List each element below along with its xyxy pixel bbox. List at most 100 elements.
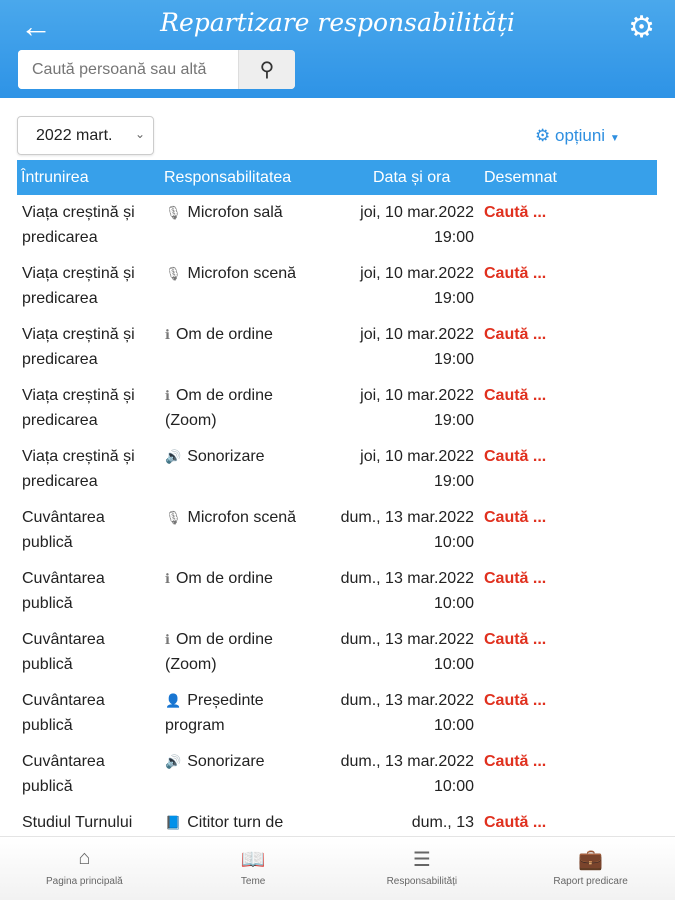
back-arrow-icon[interactable]: ← xyxy=(20,8,52,44)
nav-label: Raport predicare xyxy=(553,876,628,887)
responsibility-label: Sonorizare xyxy=(187,448,265,465)
table-header: Întrunirea Responsabilitatea Data și ora… xyxy=(17,160,657,195)
assign-search-link[interactable]: Caută ... xyxy=(484,692,547,709)
search-bar: ⚲ xyxy=(18,50,295,89)
responsibility-label: Președinte program xyxy=(165,692,264,734)
date-cell: dum., 13 mar.2022 10:00 xyxy=(340,692,474,734)
checklist-icon: ☰ xyxy=(412,849,431,871)
responsibility-label: Microfon scenă xyxy=(187,509,297,526)
caret-down-icon: ▼ xyxy=(609,133,620,144)
meeting-cell: Viața creștină și predicarea xyxy=(22,448,135,490)
table-row[interactable]: Viața creștină și predicarea 🔊 Sonorizare… xyxy=(0,444,675,505)
meeting-cell: Cuvântarea publică xyxy=(22,509,105,551)
assign-search-link[interactable]: Caută ... xyxy=(484,387,547,404)
responsibility-cell: ℹ Om de ordine xyxy=(165,566,325,591)
page-title: Repartizare responsabilități xyxy=(160,8,515,37)
assign-search-link[interactable]: Caută ... xyxy=(484,509,547,526)
table-row[interactable]: Cuvântarea publică ℹ Om de ordine (Zoom) … xyxy=(0,627,675,688)
mic-icon: 🎙 xyxy=(165,205,182,220)
responsibility-label: Sonorizare xyxy=(187,753,265,770)
nav-item-briefcase[interactable]: 💼 Raport predicare xyxy=(506,837,675,900)
nav-label: Responsabilități xyxy=(386,876,458,887)
assign-search-link[interactable]: Caută ... xyxy=(484,814,547,831)
assign-search-link[interactable]: Caută ... xyxy=(484,326,547,343)
assign-search-link[interactable]: Caută ... xyxy=(484,570,547,587)
responsibility-label: Om de ordine (Zoom) xyxy=(165,387,273,429)
table-row[interactable]: Viața creștină și predicarea 🎙 Microfon s… xyxy=(0,200,675,261)
date-cell: dum., 13 xyxy=(411,814,474,831)
info-icon: ℹ xyxy=(165,571,170,586)
responsibility-label: Om de ordine (Zoom) xyxy=(165,631,273,673)
table-row[interactable]: Cuvântarea publică ℹ Om de ordine dum., 1… xyxy=(0,566,675,627)
nav-item-checklist[interactable]: ☰ Responsabilități xyxy=(338,837,507,900)
responsibility-cell: ℹ Om de ordine (Zoom) xyxy=(165,383,325,433)
meeting-cell: Viața creștină și predicarea xyxy=(22,326,135,368)
date-cell: joi, 10 mar.2022 19:00 xyxy=(360,265,474,307)
reader-icon: 📖 xyxy=(240,849,266,871)
date-cell: joi, 10 mar.2022 19:00 xyxy=(360,204,474,246)
meeting-cell: Studiul Turnului xyxy=(22,814,133,831)
date-cell: joi, 10 mar.2022 19:00 xyxy=(360,387,474,429)
assign-search-link[interactable]: Caută ... xyxy=(484,448,547,465)
responsibility-label: Om de ordine xyxy=(175,570,273,587)
book-icon: 📘 xyxy=(165,815,182,830)
month-select[interactable]: 2022 mart. ⌄ xyxy=(17,116,154,155)
nav-item-home[interactable]: ⌂ Pagina principală xyxy=(0,837,169,900)
nav-item-reader[interactable]: 📖 Teme xyxy=(169,837,338,900)
options-dropdown[interactable]: ⚙ opțiuni ▼ xyxy=(535,126,620,146)
search-button[interactable]: ⚲ xyxy=(238,50,295,89)
column-date[interactable]: Data și ora xyxy=(373,169,451,186)
date-cell: joi, 10 mar.2022 19:00 xyxy=(360,448,474,490)
mic-icon: 🎙 xyxy=(165,266,182,281)
meeting-cell: Viața creștină și predicarea xyxy=(22,204,135,246)
date-cell: dum., 13 mar.2022 10:00 xyxy=(340,753,474,795)
responsibility-cell: 📘 Cititor turn de xyxy=(165,810,325,835)
nav-label: Pagina principală xyxy=(46,876,123,887)
assign-search-link[interactable]: Caută ... xyxy=(484,631,547,648)
settings-gear-icon[interactable]: ⚙ xyxy=(628,11,655,44)
meeting-cell: Cuvântarea publică xyxy=(22,570,105,612)
chevron-down-icon: ⌄ xyxy=(134,127,145,141)
responsibility-label: Cititor turn de xyxy=(187,814,284,831)
table-row[interactable]: Studiul Turnului 📘 Cititor turn de dum., … xyxy=(0,810,675,871)
briefcase-icon: 💼 xyxy=(578,849,604,871)
table-body: Viața creștină și predicarea 🎙 Microfon s… xyxy=(0,200,675,871)
responsibility-label: Om de ordine xyxy=(175,326,273,343)
gear-icon: ⚙ xyxy=(535,126,551,145)
search-icon: ⚲ xyxy=(259,59,275,81)
assign-search-link[interactable]: Caută ... xyxy=(484,753,547,770)
meeting-cell: Cuvântarea publică xyxy=(22,631,105,673)
date-cell: joi, 10 mar.2022 19:00 xyxy=(360,326,474,368)
meeting-cell: Viața creștină și predicarea xyxy=(22,387,135,429)
nav-label: Teme xyxy=(240,876,266,887)
assign-search-link[interactable]: Caută ... xyxy=(484,204,547,221)
column-responsibility[interactable]: Responsabilitatea xyxy=(164,169,292,186)
column-meeting[interactable]: Întrunirea xyxy=(21,169,89,186)
responsibility-cell: 👤 Președinte program xyxy=(165,688,325,738)
responsibility-cell: 🎙 Microfon scenă xyxy=(165,261,325,286)
search-input[interactable] xyxy=(18,50,238,89)
responsibility-cell: ℹ Om de ordine xyxy=(165,322,325,347)
column-assigned[interactable]: Desemnat xyxy=(484,169,557,186)
date-cell: dum., 13 mar.2022 10:00 xyxy=(340,631,474,673)
table-row[interactable]: Viața creștină și predicarea ℹ Om de ordi… xyxy=(0,383,675,444)
responsibility-label: Microfon scenă xyxy=(187,265,297,282)
info-icon: ℹ xyxy=(165,327,170,342)
table-row[interactable]: Viața creștină și predicarea ℹ Om de ordi… xyxy=(0,322,675,383)
person-icon: 👤 xyxy=(165,693,182,708)
responsibility-cell: 🎙 Microfon scenă xyxy=(165,505,325,530)
table-row[interactable]: Viața creștină și predicarea 🎙 Microfon s… xyxy=(0,261,675,322)
responsibility-label: Microfon sală xyxy=(187,204,283,221)
assign-search-link[interactable]: Caută ... xyxy=(484,265,547,282)
speaker-icon: 🔊 xyxy=(165,754,182,769)
table-row[interactable]: Cuvântarea publică 👤 Președinte program d… xyxy=(0,688,675,749)
date-cell: dum., 13 mar.2022 10:00 xyxy=(340,509,474,551)
meeting-cell: Cuvântarea publică xyxy=(22,692,105,734)
meeting-cell: Viața creștină și predicarea xyxy=(22,265,135,307)
table-row[interactable]: Cuvântarea publică 🔊 Sonorizare dum., 13 … xyxy=(0,749,675,810)
info-icon: ℹ xyxy=(165,388,170,403)
speaker-icon: 🔊 xyxy=(165,449,182,464)
responsibility-cell: 🔊 Sonorizare xyxy=(165,749,325,774)
table-row[interactable]: Cuvântarea publică 🎙 Microfon scenă dum.,… xyxy=(0,505,675,566)
responsibility-cell: 🎙 Microfon sală xyxy=(165,200,325,225)
